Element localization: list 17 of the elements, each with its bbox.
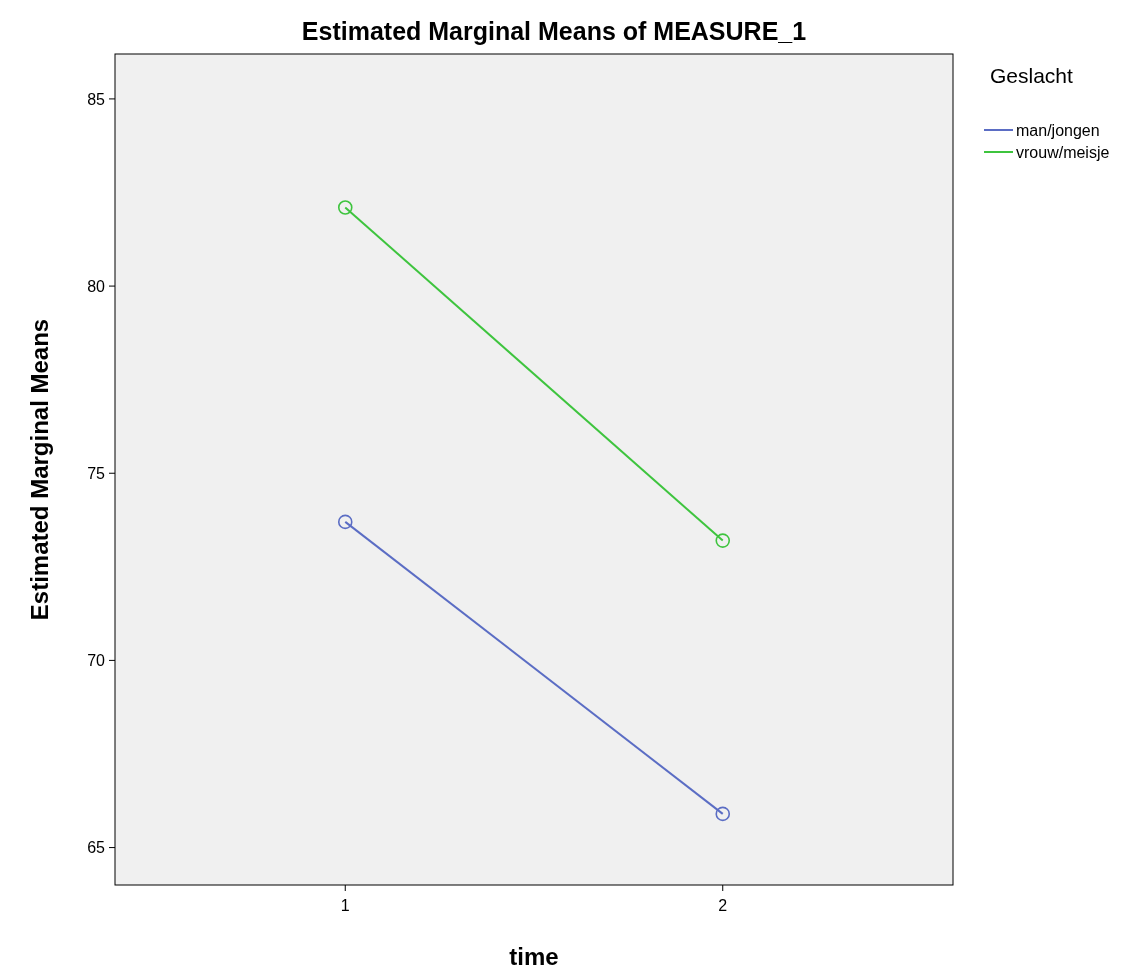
x-axis-title: time (509, 943, 559, 969)
x-tick-label: 1 (340, 897, 350, 914)
point (337, 200, 353, 215)
point (715, 806, 731, 822)
y-tick-label: 65 (87, 839, 106, 857)
y-tick-label: 85 (87, 90, 106, 108)
point (715, 533, 731, 548)
y-tick-label: 80 (87, 277, 106, 295)
legend-label: vrouw/meisje (1016, 143, 1110, 161)
y-tick-label: 75 (87, 464, 106, 482)
y-tick-label: 70 (87, 652, 106, 670)
chart-title: Estimated Marginal Means of MEASURE_1 (301, 17, 807, 45)
y-axis-title: Estimated Marginal Means (26, 318, 53, 621)
point (337, 514, 353, 530)
legend-title: Geslacht (990, 64, 1074, 87)
x-tick-label: 2 (718, 897, 728, 914)
legend-label: man/jongen (1016, 121, 1100, 139)
